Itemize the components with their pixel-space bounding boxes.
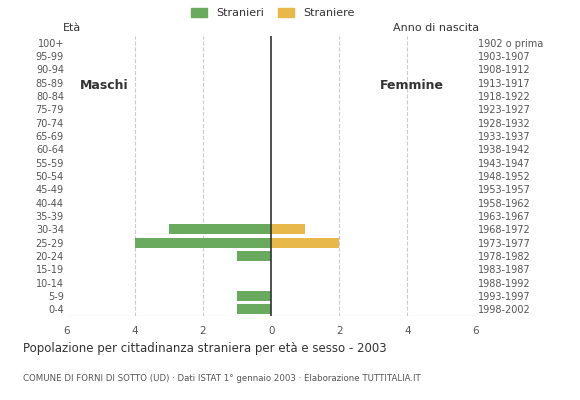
Text: Maschi: Maschi xyxy=(80,79,129,92)
Bar xyxy=(237,291,271,301)
Bar xyxy=(237,304,271,314)
Text: Età: Età xyxy=(63,23,82,33)
Text: Popolazione per cittadinanza straniera per età e sesso - 2003: Popolazione per cittadinanza straniera p… xyxy=(23,342,387,355)
Bar xyxy=(271,238,339,248)
Bar xyxy=(135,238,271,248)
Bar xyxy=(237,251,271,261)
Legend: Stranieri, Straniere: Stranieri, Straniere xyxy=(191,8,354,18)
Bar xyxy=(169,224,271,234)
Bar xyxy=(271,224,305,234)
Text: Femmine: Femmine xyxy=(380,79,444,92)
Text: COMUNE DI FORNI DI SOTTO (UD) · Dati ISTAT 1° gennaio 2003 · Elaborazione TUTTIT: COMUNE DI FORNI DI SOTTO (UD) · Dati IST… xyxy=(23,374,421,383)
Text: Anno di nascita: Anno di nascita xyxy=(393,23,479,33)
